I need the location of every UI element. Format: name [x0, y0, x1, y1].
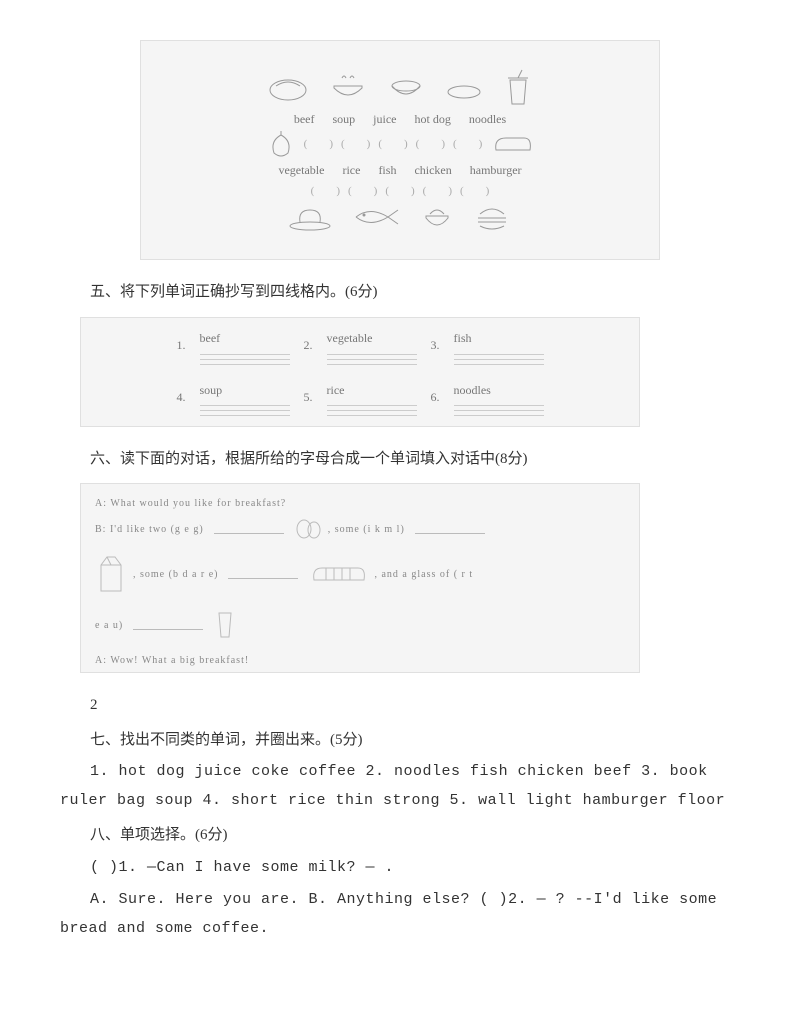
- food-icons-row-1: [266, 68, 534, 108]
- section7-heading: 七、找出不同类的单词，并圈出来。(5分): [60, 726, 740, 755]
- paren-8: ( ): [385, 181, 414, 202]
- section7-body: 1. hot dog juice coke coffee 2. noodles …: [60, 758, 740, 815]
- hamburger-icon: [472, 202, 512, 232]
- cup-icon: [502, 68, 534, 108]
- word-soup: soup: [332, 108, 355, 131]
- paren-6: ( ): [311, 181, 340, 202]
- fish-icon: [350, 202, 402, 232]
- four-line-box-5: rice: [327, 379, 417, 417]
- s5-n3: 3.: [431, 334, 440, 357]
- paren-5: ( ): [453, 134, 482, 155]
- paren-4: ( ): [416, 134, 445, 155]
- exercise4-image: beef soup juice hot dog noodles ( ) ( ) …: [140, 40, 660, 260]
- s5-n5: 5.: [304, 386, 313, 409]
- dlg-b2: , some (i k m l): [328, 520, 405, 539]
- paren-2: ( ): [341, 134, 370, 155]
- milk-carton-icon: [95, 553, 127, 595]
- section5-heading: 五、将下列单词正确抄写到四线格内。(6分): [60, 278, 740, 307]
- word-chicken: chicken: [414, 159, 451, 182]
- four-line-box-1: beef: [200, 327, 290, 365]
- four-line-box-2: vegetable: [327, 327, 417, 365]
- dlg-b4: , and a glass of ( r t: [374, 565, 473, 584]
- section8-heading: 八、单项选择。(6分): [60, 821, 740, 850]
- blank-2: [415, 524, 485, 534]
- section6-heading: 六、读下面的对话，根据所给的字母合成一个单词填入对话中(8分): [60, 445, 740, 474]
- page-number: 2: [60, 691, 740, 720]
- bread-icon: [490, 132, 534, 158]
- paren-3: ( ): [378, 134, 407, 155]
- soup-icon: [328, 72, 368, 104]
- paren-7: ( ): [348, 181, 377, 202]
- blank-4: [133, 620, 203, 630]
- s5-n1: 1.: [177, 334, 186, 357]
- s5-n6: 6.: [431, 386, 440, 409]
- dlg-b3: , some (b d a r e): [133, 565, 218, 584]
- four-line-box-4: soup: [200, 379, 290, 417]
- food-words-row-1: beef soup juice hot dog noodles: [294, 108, 506, 131]
- food-words-row-2: vegetable rice fish chicken hamburger: [278, 159, 521, 182]
- blank-1: [214, 524, 284, 534]
- paren-1: ( ): [304, 134, 333, 155]
- hotdog-icon: [444, 72, 484, 104]
- food-icons-row-2: [288, 202, 512, 232]
- word-vegetable: vegetable: [278, 159, 324, 182]
- bread-loaf-icon: [308, 562, 368, 586]
- word-hotdog: hot dog: [414, 108, 450, 131]
- section6-dialogue-image: A: What would you like for breakfast? B:…: [80, 483, 640, 673]
- dlg-a1: A: What would you like for breakfast?: [95, 494, 286, 513]
- word-noodles: noodles: [469, 108, 506, 131]
- chicken-plate-icon: [288, 202, 332, 232]
- word-hamburger: hamburger: [470, 159, 522, 182]
- four-line-box-3: fish: [454, 327, 544, 365]
- s5-n2: 2.: [304, 334, 313, 357]
- egg-icon: [294, 519, 322, 539]
- beef-icon: [266, 72, 310, 104]
- word-juice: juice: [373, 108, 396, 131]
- paren-row-1: ( ) ( ) ( ) ( ) ( ): [266, 131, 535, 159]
- section5-writing-grid: 1. beef 2. vegetable 3. fish 4. soup 5. …: [80, 317, 640, 427]
- s5-n4: 4.: [177, 386, 186, 409]
- dlg-b1: B: I'd like two (g e g): [95, 520, 204, 539]
- word-rice: rice: [342, 159, 360, 182]
- section8-q2: A. Sure. Here you are. B. Anything else?…: [60, 886, 740, 943]
- paren-9: ( ): [423, 181, 452, 202]
- section8-q1: ( )1. —Can I have some milk? — .: [60, 854, 740, 883]
- glass-icon: [213, 609, 237, 641]
- dlg-a2: A: Wow! What a big breakfast!: [95, 651, 249, 670]
- paren-10: ( ): [460, 181, 489, 202]
- dlg-b5: e a u): [95, 616, 123, 635]
- word-fish: fish: [378, 159, 396, 182]
- rice-bowl-icon: [420, 202, 454, 232]
- four-line-box-6: noodles: [454, 379, 544, 417]
- blank-3: [228, 569, 298, 579]
- paren-row-2: ( ) ( ) ( ) ( ) ( ): [311, 181, 490, 202]
- word-beef: beef: [294, 108, 315, 131]
- vegetable-icon: [266, 131, 296, 159]
- juice-bowl-icon: [386, 72, 426, 104]
